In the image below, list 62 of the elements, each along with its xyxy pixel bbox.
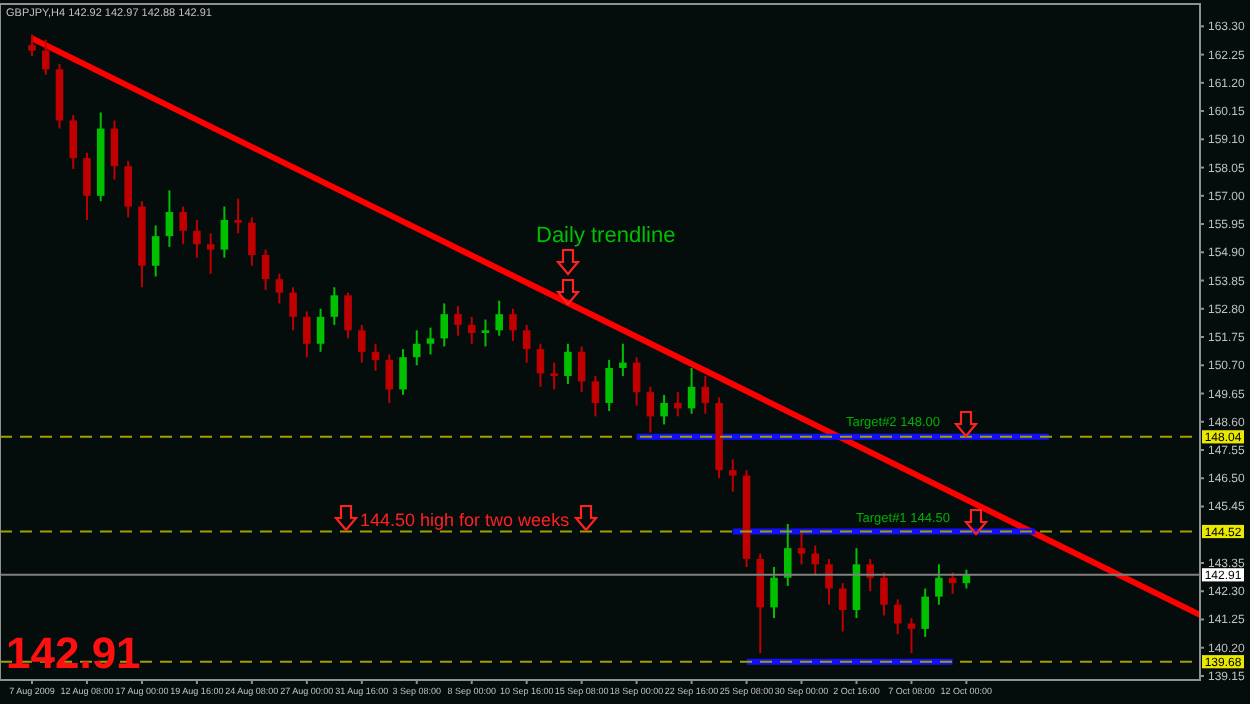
candlestick (797, 531, 806, 566)
candlestick (481, 318, 490, 348)
candlestick (165, 189, 174, 248)
candlestick (838, 582, 847, 633)
annotation: Daily trendline (536, 224, 676, 248)
candlestick (289, 286, 297, 332)
candlestick (921, 587, 929, 638)
candlestick (41, 38, 50, 76)
candlestick (440, 302, 449, 348)
annotation: 142.91 (6, 628, 141, 678)
candlestick (206, 232, 215, 275)
candlestick (110, 119, 119, 181)
candlestick (330, 286, 339, 326)
candlestick (577, 345, 586, 394)
candlestick (550, 361, 558, 391)
candlestick (124, 159, 132, 219)
candlestick (495, 299, 503, 337)
candlestick (358, 323, 366, 364)
candlestick (220, 205, 229, 259)
candlestick (261, 248, 270, 291)
candlestick (385, 353, 394, 404)
annotation: 144.50 high for two weeks (360, 510, 571, 530)
candlestick (454, 305, 462, 337)
candlestick (811, 544, 820, 577)
candlestick (783, 522, 792, 587)
candlestick (632, 356, 641, 407)
candlestick (935, 563, 943, 606)
candlestick (426, 326, 435, 356)
candlestick (467, 315, 476, 345)
candlestick (605, 358, 613, 412)
candlestick (151, 224, 160, 278)
candlestick (399, 348, 407, 396)
candlestick (275, 272, 284, 305)
candlestick (522, 323, 531, 364)
candlestick (412, 329, 421, 367)
candlestick (509, 307, 517, 343)
candlestick (729, 458, 737, 493)
candlestick (234, 197, 242, 235)
candlestick (701, 375, 710, 415)
candlestick (193, 219, 201, 259)
candlestick (316, 307, 325, 353)
candlestick (674, 391, 682, 418)
candlestick (371, 342, 380, 372)
candlestick (28, 33, 36, 57)
candlestick (536, 342, 545, 388)
candlestick (770, 566, 778, 620)
candlestick (303, 310, 311, 359)
candlestick (866, 557, 874, 593)
candlestick (619, 342, 627, 378)
candlestick (69, 114, 77, 170)
candlestick (660, 393, 668, 426)
candlestick (591, 375, 600, 418)
candlestick (687, 366, 696, 415)
candlestick (825, 557, 833, 606)
candlestick (893, 598, 902, 636)
candlestick (564, 342, 572, 386)
candlestick (880, 571, 888, 617)
candlestick (344, 291, 352, 340)
candlestick (83, 151, 91, 222)
candlestick (248, 216, 256, 267)
candlestick (179, 205, 187, 246)
candlestick (646, 385, 655, 434)
